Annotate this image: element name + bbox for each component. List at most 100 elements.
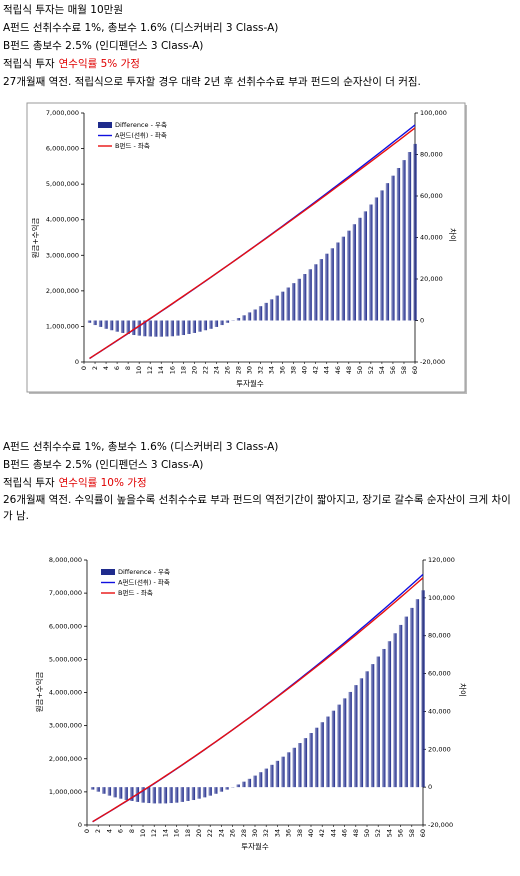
x-tick-label: 14 — [157, 366, 165, 374]
bar — [143, 320, 147, 337]
bar — [186, 787, 190, 801]
bar — [391, 175, 395, 321]
y2-tick-label: -20,000 — [420, 358, 445, 366]
bar — [331, 710, 336, 788]
line — [92, 577, 424, 823]
legend-swatch — [98, 122, 112, 128]
x-tick-label: 36 — [279, 366, 287, 374]
fund-b: B펀드 총보수 2.5% (인디펜던스 3 Class-A) — [3, 459, 204, 471]
x-tick-label: 42 — [318, 829, 326, 837]
x-tick-label: 56 — [397, 829, 405, 837]
bar — [326, 716, 330, 788]
bar — [352, 224, 356, 321]
bar — [104, 320, 108, 329]
bar — [236, 784, 240, 788]
y2-tick-label: 60,000 — [420, 192, 443, 200]
fund-a: A펀드 선취수수료 1%, 총보수 1.6% (디스커버리 3 Class-A) — [3, 22, 279, 34]
x-tick-label: 44 — [329, 829, 337, 837]
bar — [137, 320, 141, 336]
assumption: 적립식 투자 연수익률 10% 가정 — [3, 475, 515, 491]
line — [89, 127, 416, 360]
bar — [148, 320, 152, 337]
legend-swatch — [101, 569, 115, 575]
bar — [354, 685, 358, 788]
bar — [286, 752, 291, 788]
x-tick-label: 8 — [124, 366, 132, 370]
bar — [303, 274, 307, 321]
bar — [180, 787, 184, 802]
bar — [225, 787, 229, 790]
bar — [208, 787, 212, 796]
bar — [404, 616, 408, 788]
x-tick-label: 14 — [161, 829, 169, 837]
bar — [165, 320, 169, 337]
legend-label: A펀드(선취) - 좌축 — [115, 131, 167, 140]
y2-tick-label: -20,000 — [428, 821, 453, 829]
bar — [281, 756, 285, 788]
bar — [163, 787, 168, 804]
bar — [225, 320, 230, 323]
bar — [247, 778, 252, 788]
x-tick-label: 20 — [190, 366, 198, 374]
x-tick-label: 38 — [290, 366, 298, 374]
x-axis-label: 투자월수 — [241, 841, 269, 851]
x-tick-label: 52 — [374, 829, 382, 837]
x-tick-label: 32 — [262, 829, 270, 837]
x-tick-label: 58 — [408, 829, 416, 837]
bar — [396, 167, 401, 321]
bar — [413, 143, 417, 321]
x-tick-label: 0 — [83, 829, 91, 833]
x-tick-label: 2 — [91, 366, 99, 370]
x-tick-label: 16 — [173, 829, 181, 837]
bar — [192, 320, 196, 333]
bar — [242, 781, 246, 788]
x-tick-label: 4 — [102, 366, 110, 370]
bar — [280, 291, 285, 321]
x-tick-label: 44 — [323, 366, 331, 374]
x-tick-label: 36 — [285, 829, 293, 837]
bar — [385, 183, 390, 321]
bar — [118, 787, 123, 799]
bar — [236, 318, 241, 321]
bar — [102, 787, 106, 794]
bar — [154, 320, 158, 337]
bar — [120, 320, 125, 333]
x-tick-label: 50 — [363, 829, 371, 837]
bar — [209, 320, 213, 329]
bar — [320, 722, 324, 788]
x-tick-label: 42 — [312, 366, 320, 374]
bar — [374, 197, 379, 321]
legend-label: B펀드 - 좌축 — [115, 141, 150, 150]
x-tick-label: 2 — [94, 829, 102, 833]
x-tick-label: 34 — [268, 366, 276, 374]
bar — [242, 315, 246, 321]
y2-tick-label: 0 — [420, 317, 424, 325]
bar — [342, 698, 347, 788]
bar — [258, 772, 263, 788]
bar — [159, 320, 163, 337]
assumption-highlight: 연수익률 10% 가정 — [58, 477, 147, 489]
assumption-highlight: 연수익률 5% 가정 — [58, 58, 140, 70]
bar — [131, 320, 136, 336]
bar — [141, 787, 145, 803]
y-tick-label: 4,000,000 — [49, 689, 82, 697]
bar — [170, 320, 174, 337]
bar — [169, 787, 173, 804]
bar — [87, 320, 92, 323]
x-tick-label: 0 — [80, 366, 88, 370]
bar — [214, 787, 218, 794]
bar — [109, 320, 114, 331]
bar — [275, 760, 280, 788]
bar — [176, 320, 180, 336]
y2-tick-label: 20,000 — [420, 275, 443, 283]
y2-axis-label: 차이 — [448, 228, 458, 242]
y2-tick-label: 60,000 — [428, 670, 451, 678]
bar — [380, 190, 384, 321]
bar — [93, 320, 97, 326]
bar — [393, 633, 397, 788]
x-tick-label: 18 — [184, 829, 192, 837]
x-tick-label: 54 — [378, 366, 386, 374]
legend-label: A펀드(선취) - 좌축 — [118, 578, 170, 587]
x-tick-label: 10 — [139, 829, 147, 837]
